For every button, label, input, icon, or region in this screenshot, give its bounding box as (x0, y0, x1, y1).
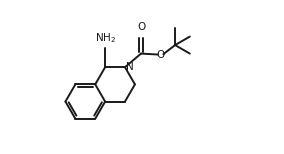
Text: O: O (157, 50, 165, 60)
Text: NH$_2$: NH$_2$ (95, 31, 116, 45)
Text: O: O (137, 22, 145, 32)
Text: N: N (126, 62, 134, 72)
